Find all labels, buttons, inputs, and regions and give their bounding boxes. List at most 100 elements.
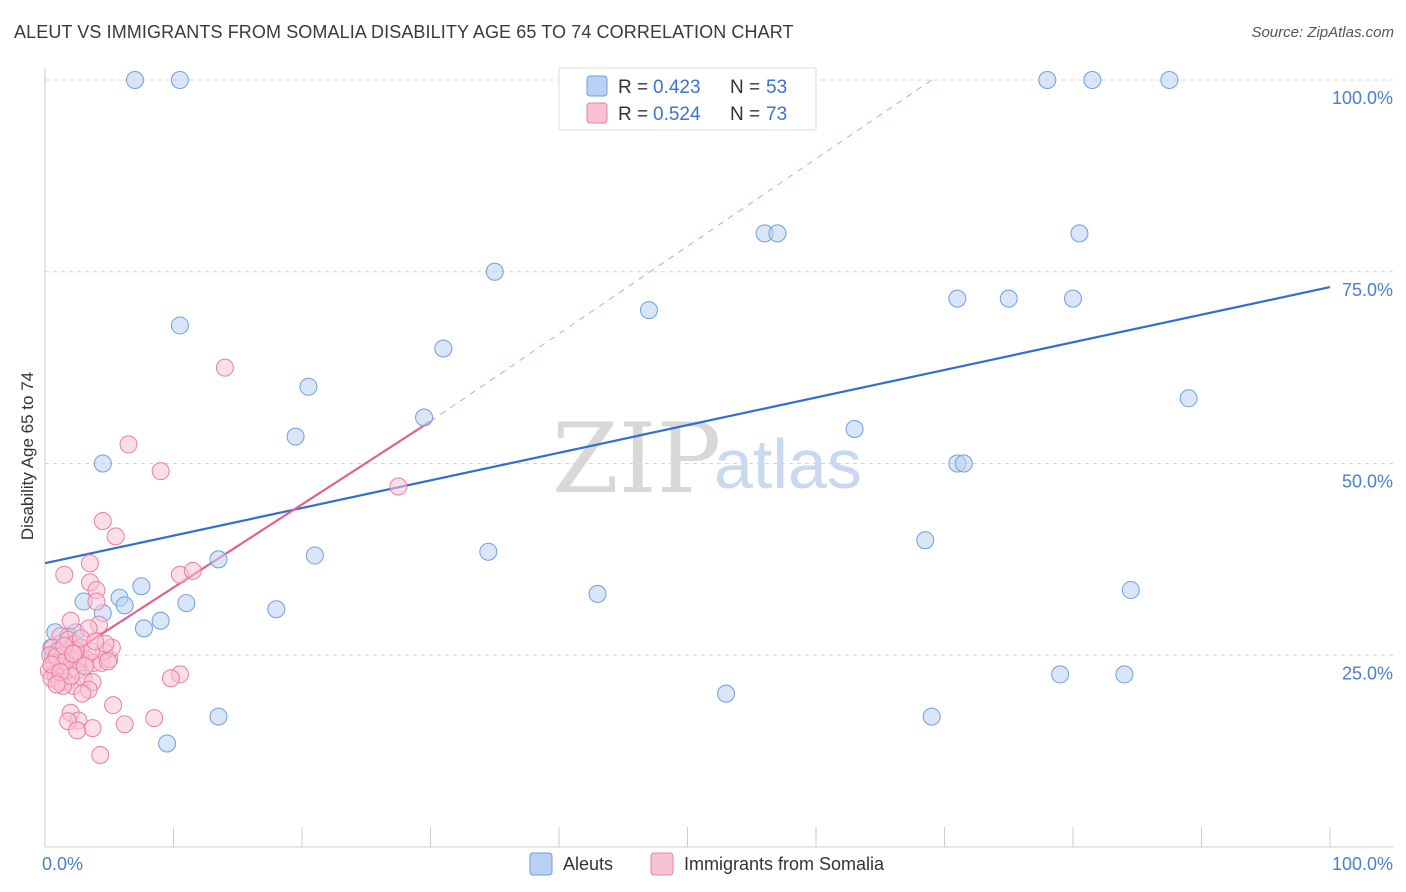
trend-line-aleuts [44,286,1331,565]
grid-lines [45,79,1393,656]
point-aleuts-35 [177,594,196,613]
y-tick-label-25: 25.0% [1342,663,1393,683]
point-aleuts-4 [1038,71,1057,89]
point-somalia-5 [106,527,125,546]
point-aleuts-6 [1160,71,1179,89]
point-somalia-13 [61,611,80,630]
bottom-legend-label-aleuts: Aleuts [563,854,613,874]
point-aleuts-29 [1121,581,1140,600]
point-aleuts-38 [267,600,286,619]
point-aleuts-21 [845,419,864,438]
trend-lines [44,79,1331,672]
point-aleuts-0 [125,71,144,89]
point-somalia-6 [80,554,99,573]
point-aleuts-19 [1179,389,1198,408]
watermark-atlas: atlas [714,425,862,503]
point-aleuts-45 [717,684,736,703]
point-somalia-3 [389,477,408,496]
series-legend: Aleuts Immigrants from Somalia [529,852,885,876]
point-aleuts-14 [999,289,1018,308]
point-aleuts-8 [768,224,787,243]
source-label: Source: ZipAtlas.com [1251,24,1394,41]
point-aleuts-13 [948,289,967,308]
point-aleuts-46 [1051,665,1070,684]
point-somalia-47 [73,684,92,703]
point-somalia-58 [83,719,102,738]
stats-legend: R = 0.423 N = 53 R = 0.524 N = 73 [558,67,817,131]
y-tick-labels: 25.0% 50.0% 75.0% 100.0% [1332,88,1393,683]
trend-line-somalia [44,420,432,672]
y-tick-label-100: 100.0% [1332,88,1393,108]
legend-r-value-2: 0.524 [653,104,701,125]
x-tick-label-min: 0.0% [42,854,83,874]
watermark-zip: ZIP [552,403,721,515]
point-aleuts-16 [434,339,453,358]
trend-line-extension-somalia [430,79,932,422]
point-somalia-52 [104,696,123,715]
point-aleuts-25 [916,531,935,550]
point-somalia-60 [91,745,110,764]
legend-n-label-2: N = [730,104,760,125]
point-somalia-59 [68,721,87,740]
point-aleuts-17 [299,377,318,396]
bottom-legend-swatch-aleuts [529,852,553,876]
point-aleuts-18 [415,408,434,427]
legend-n-value-2: 73 [766,104,787,125]
point-somalia-49 [161,669,180,688]
point-somalia-64 [75,656,94,675]
point-aleuts-28 [479,542,498,561]
point-somalia-70 [47,675,66,694]
point-somalia-1 [119,435,138,454]
point-aleuts-24 [954,454,973,473]
point-aleuts-5 [1083,71,1102,89]
point-aleuts-10 [485,262,504,281]
point-somalia-4 [93,512,112,531]
point-aleuts-1 [170,71,189,89]
point-aleuts-50 [158,734,177,753]
point-somalia-0 [215,358,234,377]
point-somalia-2 [151,462,170,481]
bottom-legend-swatch-somalia [650,852,674,876]
point-somalia-9 [183,561,202,580]
point-aleuts-33 [115,596,134,615]
chart-title: ALEUT VS IMMIGRANTS FROM SOMALIA DISABIL… [14,22,794,42]
point-aleuts-22 [93,454,112,473]
point-aleuts-9 [1070,224,1089,243]
point-aleuts-37 [588,584,607,603]
legend-swatch-aleuts [586,75,608,97]
point-somalia-56 [115,715,134,734]
point-somalia-71 [86,632,105,651]
point-aleuts-11 [170,316,189,335]
point-aleuts-30 [132,577,151,596]
point-aleuts-27 [305,546,324,565]
y-tick-label-50: 50.0% [1342,472,1393,492]
point-aleuts-39 [134,619,153,638]
bottom-legend-label-somalia: Immigrants from Somalia [684,854,885,874]
point-aleuts-12 [639,301,658,320]
point-somalia-7 [55,565,74,584]
legend-r-label-2: R = [618,104,648,125]
point-somalia-54 [145,709,164,728]
legend-swatch-somalia [586,102,608,124]
point-aleuts-47 [1115,665,1134,684]
y-axis-title: Disability Age 65 to 74 [18,372,37,540]
legend-r-value-1: 0.423 [653,77,701,98]
point-aleuts-15 [1064,289,1082,308]
point-somalia-12 [87,592,106,611]
axes [44,68,1393,848]
point-aleuts-48 [209,707,228,726]
point-aleuts-36 [151,611,170,630]
point-somalia-67 [98,652,117,671]
legend-r-label-1: R = [618,77,648,98]
x-tick-label-max: 100.0% [1332,854,1393,874]
y-tick-label-75: 75.0% [1342,280,1393,300]
watermark: ZIP atlas [552,403,862,515]
point-aleuts-26 [209,550,228,569]
legend-n-label-1: N = [730,77,760,98]
point-aleuts-49 [922,707,941,726]
data-points [39,71,1198,764]
legend-n-value-1: 53 [766,77,787,98]
point-somalia-72 [64,644,83,663]
point-aleuts-20 [286,427,305,446]
